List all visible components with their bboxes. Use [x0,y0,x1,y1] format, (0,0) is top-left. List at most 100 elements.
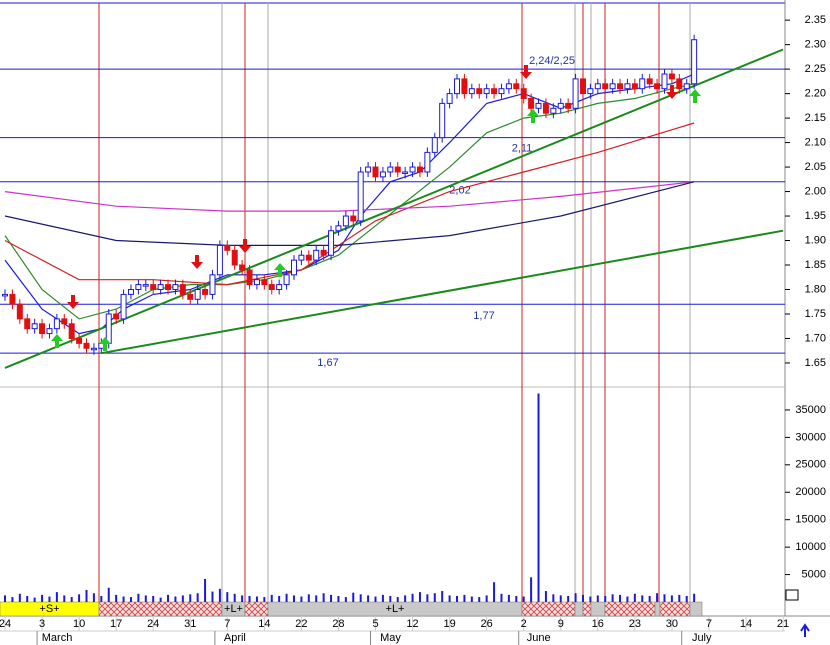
volume-bar [485,595,488,602]
signal-label: +L+ [386,603,405,615]
candle [565,102,572,109]
candle [239,264,246,271]
x-tick-label: 19 [443,618,455,630]
y-tick-label: 2.15 [805,112,826,124]
volume-bar [263,597,266,602]
y-tick-label: 1.95 [805,210,826,222]
volume-bar [478,597,481,602]
x-tick-label: 14 [258,618,270,630]
volume-bar [456,595,459,602]
volume-bar [515,595,518,602]
candle [416,166,423,173]
candle [661,73,668,90]
moving-average [4,181,695,212]
month-label: March [42,632,73,644]
volume-bar [211,591,214,602]
scroll-arrow[interactable] [800,623,810,637]
y-tick-label: 2.20 [805,88,826,100]
signal-label: +S+ [39,603,59,615]
volume-bar [589,596,592,602]
candle [142,284,149,287]
volume-bar [448,595,451,602]
candle [68,323,75,339]
candle [209,274,216,295]
volume-bar [33,597,36,602]
candle [165,284,172,291]
candle [320,249,327,256]
y2-tick-label: 15000 [795,514,826,526]
candle [505,83,512,90]
volume-bar [552,594,555,602]
sell-arrow [239,239,251,253]
x-tick-label: 2 [521,618,527,630]
volume-bar [78,594,81,602]
volume-bar [463,594,466,602]
y-tick-label: 1.80 [805,283,826,295]
candle [365,166,372,173]
volume-bar [285,593,288,602]
volume-bar [122,596,125,602]
volume-bar [522,596,525,602]
y-tick-label: 2.10 [805,136,826,148]
volume-bar [626,596,629,602]
volume-bar [470,596,473,602]
candle [617,83,624,90]
candle [120,293,127,320]
candle [261,279,268,286]
volume-bar [70,597,73,602]
candle [542,102,549,114]
scale-box [785,589,799,601]
candle [446,93,453,104]
candle [683,83,690,90]
volume-bar [189,594,192,602]
signal-segment [582,601,592,617]
x-tick-label: 9 [558,618,564,630]
volume-bar [433,593,436,602]
volume-bar [693,593,696,602]
volume-bar [381,594,384,602]
candle [135,284,142,291]
volume-bar [544,591,547,602]
candle [676,78,683,90]
sell-arrow [67,295,79,309]
candle [39,323,46,335]
volume-bar [559,595,562,602]
candle [639,78,646,90]
month-label: April [224,632,246,644]
signal-segment [654,601,661,617]
candle [113,313,120,320]
candle [9,293,16,305]
volume-bar [418,592,421,602]
month-label: May [380,632,401,644]
volume-bar [129,597,132,602]
volume-bar [85,589,88,602]
volume-bar [26,595,29,602]
volume-bar [218,588,221,602]
volume-bar [396,597,399,602]
x-tick-label: 30 [666,618,678,630]
candle [290,259,297,276]
candle [246,269,253,286]
sell-arrow [666,85,678,99]
candle [631,83,638,90]
y-tick-label: 1.90 [805,234,826,246]
candle [609,83,616,90]
volume-bar [330,594,333,602]
volume-bar [344,597,347,602]
candle [646,78,653,85]
candle [439,102,446,139]
volume-bar [678,594,681,602]
candle [187,293,194,300]
candle [394,166,401,173]
y-tick-label: 2.25 [805,63,826,75]
y2-tick-label: 25000 [795,459,826,471]
candle [313,249,320,261]
volume-bar [307,594,310,602]
candle [587,88,594,95]
volume-bar [530,577,533,602]
volume-bar [196,593,199,602]
candle [328,230,335,256]
volume-bar [278,595,281,602]
level-label: 2,24/2,25 [529,55,575,67]
